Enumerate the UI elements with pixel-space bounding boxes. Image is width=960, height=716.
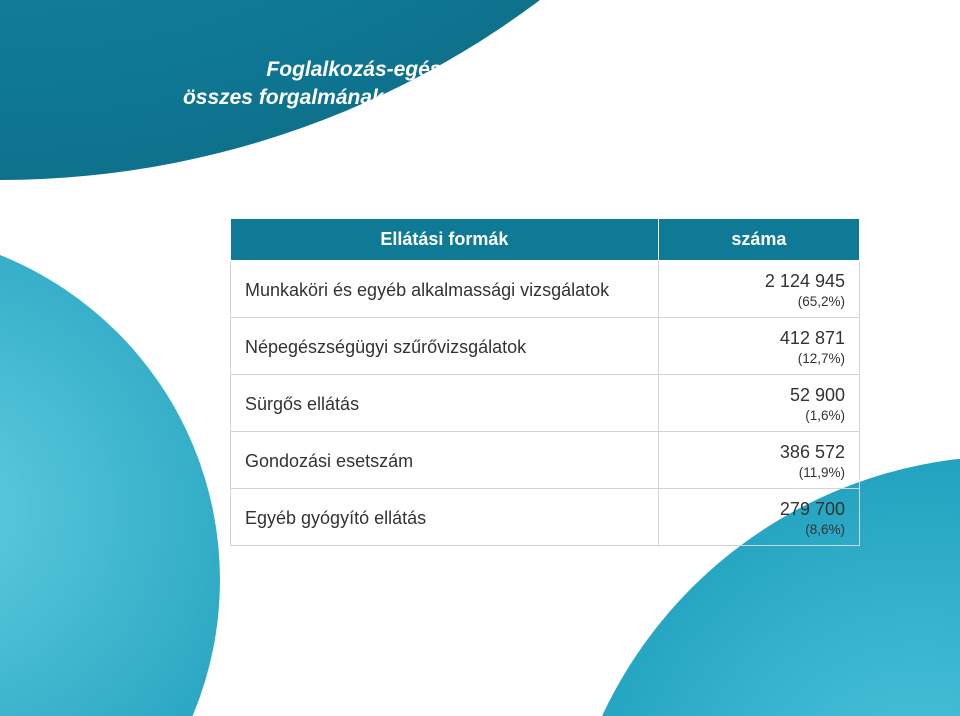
row-label: Gondozási esetszám — [231, 432, 659, 489]
row-value: 279 700 (8,6%) — [658, 489, 859, 546]
row-value: 386 572 (11,9%) — [658, 432, 859, 489]
row-number: 386 572 — [780, 442, 845, 462]
table-row: Egyéb gyógyító ellátás 279 700 (8,6%) — [231, 489, 860, 546]
row-number: 412 871 — [780, 328, 845, 348]
row-pct: (1,6%) — [673, 408, 845, 423]
data-table: Ellátási formákszáma Munkaköri és egyéb … — [230, 218, 860, 546]
row-pct: (11,9%) — [673, 465, 845, 480]
table-row: Gondozási esetszám 386 572 (11,9%) — [231, 432, 860, 489]
slide-content: Foglalkozás-egészségügyi alapszolgálatok… — [0, 0, 960, 716]
row-label: Munkaköri és egyéb alkalmassági vizsgála… — [231, 261, 659, 318]
table-row: Munkaköri és egyéb alkalmassági vizsgála… — [231, 261, 860, 318]
row-label: Sürgős ellátás — [231, 375, 659, 432]
title-line-1: Foglalkozás-egészségügyi alapszolgálatok — [266, 58, 693, 81]
row-pct: (12,7%) — [673, 351, 845, 366]
header-formak: Ellátási formák — [231, 219, 659, 261]
table-row: Sürgős ellátás 52 900 (1,6%) — [231, 375, 860, 432]
row-value: 2 124 945 (65,2%) — [658, 261, 859, 318]
table-header-row: Ellátási formákszáma — [231, 219, 860, 261]
row-number: 2 124 945 — [765, 271, 845, 291]
title-line-2: összes forgalmának alakulása ellátási fo… — [183, 86, 777, 109]
data-table-wrap: Ellátási formákszáma Munkaköri és egyéb … — [230, 218, 860, 546]
table-row: Népegészségügyi szűrővizsgálatok 412 871… — [231, 318, 860, 375]
row-value: 412 871 (12,7%) — [658, 318, 859, 375]
row-value: 52 900 (1,6%) — [658, 375, 859, 432]
row-label: Népegészségügyi szűrővizsgálatok — [231, 318, 659, 375]
row-number: 52 900 — [790, 385, 845, 405]
header-szama: száma — [658, 219, 859, 261]
row-pct: (65,2%) — [673, 294, 845, 309]
slide-title: Foglalkozás-egészségügyi alapszolgálatok… — [0, 56, 960, 113]
row-pct: (8,6%) — [673, 522, 845, 537]
row-number: 279 700 — [780, 499, 845, 519]
row-label: Egyéb gyógyító ellátás — [231, 489, 659, 546]
